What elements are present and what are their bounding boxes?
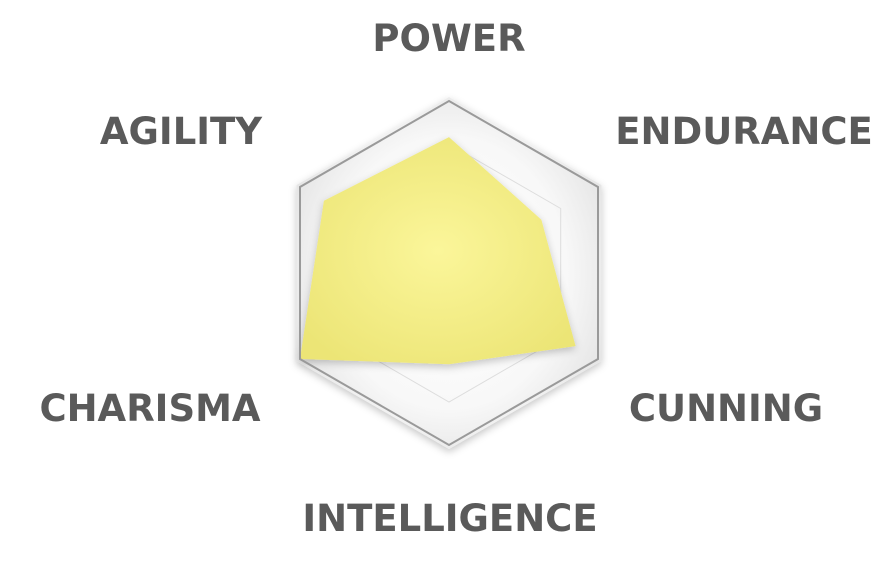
radar-frame xyxy=(299,99,599,447)
axis-label-intelligence: INTELLIGENCE xyxy=(302,497,597,540)
axis-label-agility: AGILITY xyxy=(100,110,263,153)
axis-label-power: POWER xyxy=(372,17,525,60)
axis-label-endurance: ENDURANCE xyxy=(615,110,872,153)
axis-label-charisma: CHARISMA xyxy=(39,387,260,430)
axis-label-cunning: CUNNING xyxy=(629,387,823,430)
series-area xyxy=(300,137,576,365)
